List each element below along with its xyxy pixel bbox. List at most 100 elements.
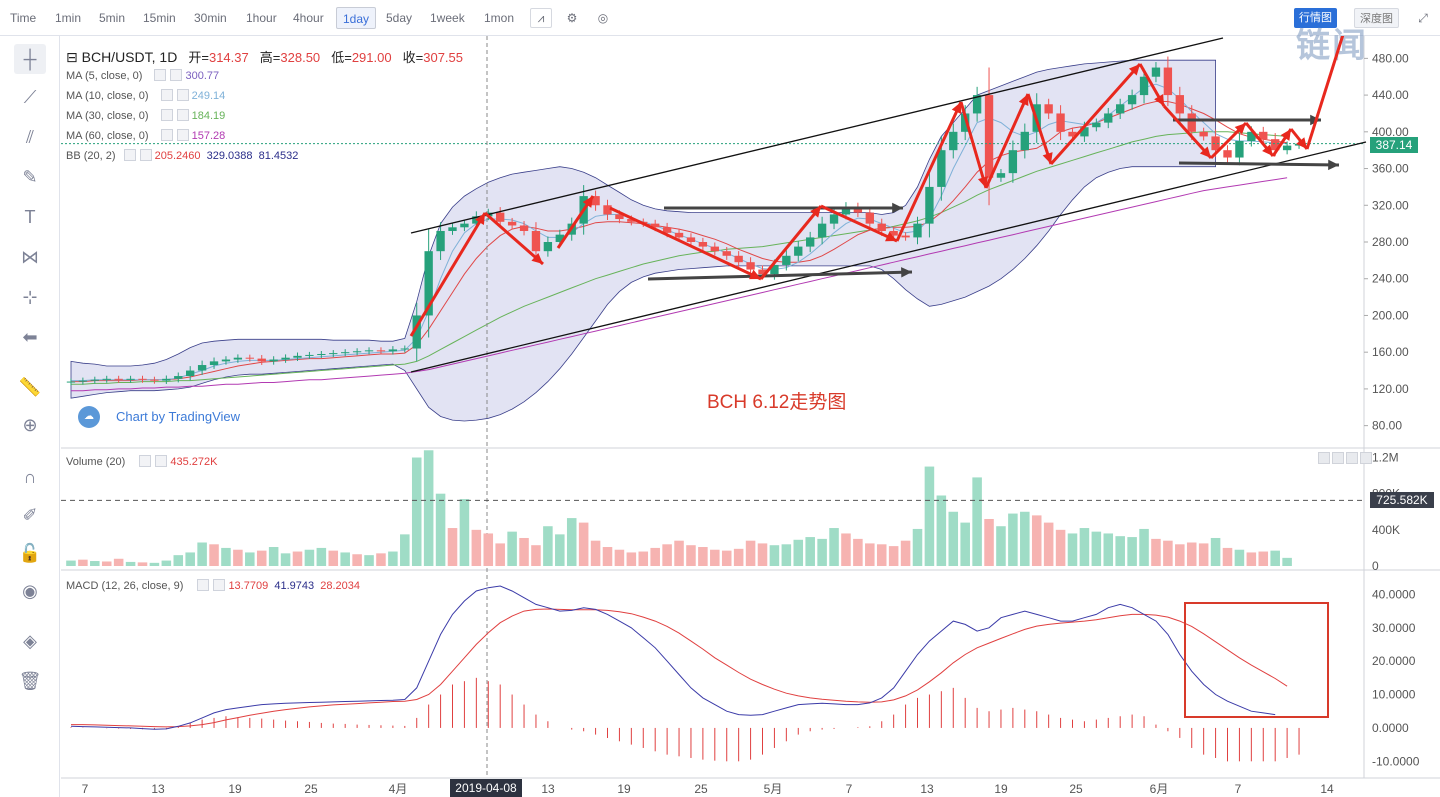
back-arrow-icon[interactable]: ⬅ [22, 327, 38, 347]
unlock-icon[interactable]: 🔓 [18, 543, 42, 563]
zoom-in-icon[interactable]: ⊕ [22, 415, 38, 435]
gray-arrow-4-head [1328, 159, 1339, 171]
tf-1mon[interactable]: 1mon [484, 11, 515, 25]
candle-body [817, 223, 827, 238]
open-value: 314.37 [208, 50, 249, 65]
tab-candle-view[interactable]: 行情图 [1294, 8, 1337, 28]
volume-bar [173, 555, 184, 566]
chart-type-icon[interactable]: ⩘ [530, 8, 552, 28]
fib-icon[interactable]: ⫽ [25, 127, 35, 147]
price-tick-label: 400.00 [1372, 125, 1409, 139]
tf-1min[interactable]: 1min [55, 11, 82, 25]
screenshot-icon[interactable]: ◎ [597, 11, 609, 25]
tab-depth-view[interactable]: 深度图 [1354, 8, 1399, 28]
candle-body [925, 186, 934, 224]
candle-body [1092, 122, 1101, 128]
red-trend-arrow-head [1128, 64, 1140, 76]
volume-bar [531, 545, 541, 566]
volume-bar [423, 450, 434, 566]
candle-body [1127, 95, 1137, 105]
volume-bar [710, 549, 720, 566]
time-tick-label: 25 [1069, 782, 1083, 796]
volume-bar [948, 511, 959, 566]
volume-bar [209, 544, 219, 566]
red-trend-arrow-head [531, 252, 543, 264]
price-tick-label: 320.00 [1372, 198, 1409, 212]
tf-1week[interactable]: 1week [430, 11, 465, 25]
legend-ma10[interactable]: MA (10, close, 0) 249.14 [66, 89, 225, 102]
brush-icon[interactable]: ✎ [22, 167, 38, 187]
ma30-value: 184.19 [191, 110, 226, 122]
volume-pane-controls[interactable] [1318, 452, 1374, 467]
volume-bar [578, 522, 589, 566]
pattern-icon[interactable]: ⋈ [21, 247, 39, 267]
volume-bar [1175, 544, 1185, 566]
tradingview-branding[interactable]: ☁ Chart by TradingView [72, 402, 267, 432]
trendline-icon[interactable]: ⟋ [23, 87, 37, 107]
candle-body [162, 378, 171, 381]
candle-body [662, 227, 672, 233]
tf-5min[interactable]: 5min [99, 11, 126, 25]
text-icon[interactable]: T [24, 207, 36, 227]
open-label: 开= [188, 50, 209, 65]
candle-body [197, 365, 207, 371]
candle-body [1211, 136, 1220, 151]
tf-4hour[interactable]: 4hour [293, 11, 324, 25]
red-trend-arrow [609, 206, 762, 281]
volume-bar [328, 550, 339, 566]
ruler-icon[interactable]: 📏 [18, 377, 42, 397]
legend-ma60[interactable]: MA (60, close, 0) 157.28 [66, 129, 225, 142]
volume-bar [733, 548, 744, 566]
tf-15min[interactable]: 15min [143, 11, 176, 25]
legend-macd[interactable]: MACD (12, 26, close, 9) 13.7709 41.9743 … [66, 579, 360, 592]
macd-hist-value: 13.7709 [228, 580, 269, 592]
tf-time[interactable]: Time [10, 11, 37, 25]
eye-icon[interactable]: ◉ [22, 581, 38, 601]
candle-body [78, 380, 88, 382]
volume-bar [1210, 537, 1221, 566]
gray-arrow-4 [1178, 161, 1340, 167]
legend-bb[interactable]: BB (20, 2) 205.2460 329.0388 81.4532 [66, 149, 298, 162]
volume-bar [1282, 557, 1292, 566]
crosshair-icon[interactable]: ┼ [14, 44, 46, 74]
measure-icon[interactable]: ⊹ [22, 287, 38, 307]
volume-level-tag: 725.582K [1370, 492, 1434, 508]
lock-pencil-icon[interactable]: ✐ [22, 505, 38, 525]
layers-icon[interactable]: ◈ [23, 631, 37, 651]
trash-icon[interactable]: 🗑 [18, 671, 42, 691]
candle-body [1163, 67, 1173, 96]
candle-body [436, 230, 445, 252]
tf-1day[interactable]: 1day [336, 7, 377, 29]
ma30-label: MA (30, close, 0) [66, 110, 149, 122]
volume-tick-label: 0 [1372, 559, 1379, 573]
legend-ma5[interactable]: MA (5, close, 0) 300.77 [66, 69, 219, 82]
volume-bar [936, 495, 947, 566]
volume-bar [805, 537, 815, 566]
volume-bar [316, 547, 327, 566]
volume-bar [590, 540, 601, 566]
candle-body [674, 232, 684, 238]
tf-5day[interactable]: 5day [386, 11, 413, 25]
volume-bar [483, 533, 494, 566]
red-trend-arrow-head [1018, 94, 1029, 106]
fullscreen-icon[interactable]: ⤢ [1418, 11, 1428, 25]
candle-body [329, 353, 338, 355]
volume-bar [888, 546, 899, 566]
settings-gear-icon[interactable]: ⚙ [566, 11, 578, 25]
candle-body [555, 234, 564, 242]
candle-body [984, 95, 994, 178]
volume-bar [1055, 529, 1066, 566]
red-trend-arrow-head [951, 102, 962, 114]
magnet-icon[interactable]: ∩ [23, 467, 37, 487]
volume-bar [66, 560, 76, 566]
tf-30min[interactable]: 30min [194, 11, 227, 25]
tf-1hour[interactable]: 1hour [246, 11, 277, 25]
ma10-label: MA (10, close, 0) [66, 90, 149, 102]
time-tick-label: 25 [304, 782, 318, 796]
chart-canvas[interactable]: 80.00 120.00 160.00 200.00 240.00 280.00 320.0… [61, 36, 1440, 797]
legend-volume[interactable]: Volume (20) 435.272K [66, 455, 217, 468]
volume-bar [233, 549, 243, 566]
candle-body [1247, 131, 1256, 141]
candle-body [865, 212, 874, 224]
legend-ma30[interactable]: MA (30, close, 0) 184.19 [66, 109, 225, 122]
